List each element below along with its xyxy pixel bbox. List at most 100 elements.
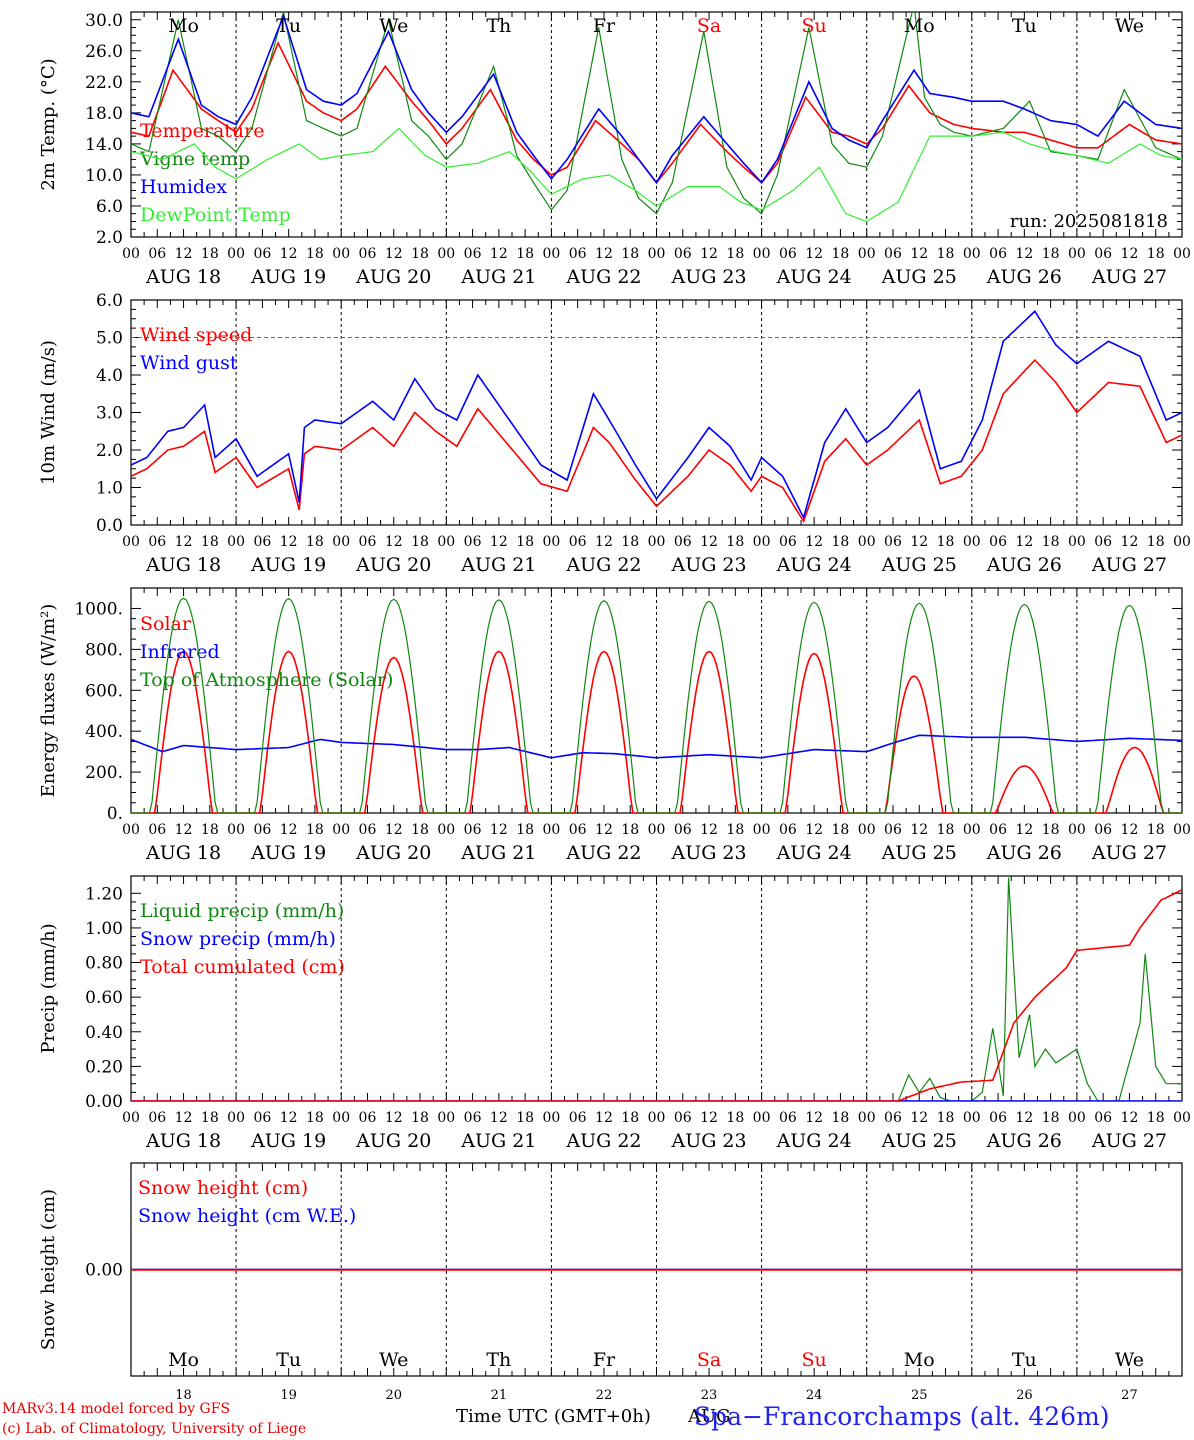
hour-label: 00 [542,1110,560,1126]
legend-entry: Solar [140,613,192,635]
hour-label: 12 [385,246,403,262]
hour-label: 18 [1042,822,1060,838]
y-tick-label: 200. [85,763,123,783]
y-axis-title: Energy fluxes (W/m²) [38,604,59,798]
y-tick-label: 0.0 [96,516,123,536]
hour-label: 00 [648,534,666,550]
panel-0: 2.0 6.0 10.0 14.0 18.0 22.0 26.0 30.0 2m Temp. (… [38,11,1191,288]
hour-label: 00 [753,246,771,262]
date-label: AUG 18 [145,266,221,288]
hour-label: 06 [779,534,797,550]
hour-label: 12 [595,246,613,262]
hour-label: 12 [175,1110,193,1126]
series-line [131,734,1182,759]
hour-label: 12 [490,822,508,838]
hour-label: 12 [805,1110,823,1126]
date-label: AUG 22 [565,554,641,576]
hour-label: 00 [1173,534,1191,550]
hour-label: 18 [516,246,534,262]
hour-label: 12 [280,246,298,262]
plot-frame [130,299,1183,526]
model-credit: MARv3.14 model forced by GFS [2,1401,231,1417]
hour-label: 18 [621,246,639,262]
y-tick-label: 6.0 [96,291,123,311]
date-label: AUG 21 [460,1130,536,1152]
date-label: AUG 23 [670,842,746,864]
hour-label: 00 [122,1110,140,1126]
date-label: AUG 26 [986,1130,1062,1152]
hour-label: 06 [1094,534,1112,550]
hour-label: 06 [1094,246,1112,262]
hour-label: 06 [884,1110,902,1126]
day-number: 21 [491,1388,508,1403]
y-tick-label: 800. [85,640,123,660]
hour-label: 00 [1173,246,1191,262]
y-tick-label: 4.0 [96,366,123,386]
hour-label: 18 [201,1110,219,1126]
y-tick-label: 400. [85,722,123,742]
weekday-label: We [379,15,408,37]
date-label: AUG 22 [565,266,641,288]
series-line [131,127,1182,223]
hour-label: 06 [359,822,377,838]
hour-label: 18 [726,822,744,838]
legend-entry: DewPoint Temp [140,204,291,226]
weekday-label-bottom: Sa [697,1349,721,1371]
hour-label: 00 [1173,822,1191,838]
weekday-label-bottom: We [1115,1349,1144,1371]
hour-label: 00 [963,1110,981,1126]
hour-label: 18 [306,246,324,262]
hour-label: 18 [306,1110,324,1126]
day-number: 27 [1121,1388,1138,1403]
hour-label: 06 [674,246,692,262]
hour-label: 18 [306,822,324,838]
series-line [131,41,1182,184]
weekday-label: Tu [276,15,301,37]
hour-label: 18 [1042,246,1060,262]
hour-label: 18 [832,534,850,550]
hour-label: 00 [648,1110,666,1126]
hour-label: 00 [437,822,455,838]
hour-label: 00 [227,822,245,838]
hour-label: 12 [700,822,718,838]
hour-label: 12 [385,534,403,550]
hour-label: 06 [884,534,902,550]
y-tick-label: 14.0 [85,135,123,155]
x-axis-title: Time UTC (GMT+0h) [456,1406,651,1427]
hour-label: 12 [700,246,718,262]
hour-label: 18 [411,246,429,262]
date-label: AUG 18 [145,1130,221,1152]
hour-label: 00 [332,246,350,262]
panel-3: 0.00 0.20 0.40 0.60 0.80 1.00 1.20 Precip (mm/h… [38,875,1191,1152]
hour-label: 06 [359,1110,377,1126]
y-tick-label: 2.0 [96,441,123,461]
hour-label: 12 [490,534,508,550]
hour-label: 06 [359,534,377,550]
date-label: AUG 24 [776,1130,852,1152]
hour-label: 00 [1068,1110,1086,1126]
y-tick-label: 0.80 [85,954,123,974]
date-label: AUG 26 [986,842,1062,864]
y-tick-label: 1.0 [96,479,123,499]
hour-label: 18 [726,534,744,550]
date-label: AUG 25 [881,266,957,288]
weekday-label-bottom: We [379,1349,408,1371]
hour-label: 00 [648,246,666,262]
legend-entry: Top of Atmosphere (Solar) [140,669,393,691]
date-label: AUG 20 [355,554,431,576]
date-label: AUG 20 [355,266,431,288]
hour-label: 06 [253,1110,271,1126]
hour-label: 12 [1015,534,1033,550]
hour-label: 00 [122,822,140,838]
hour-label: 12 [595,1110,613,1126]
series-line [131,358,1182,524]
series-line [131,310,1182,520]
hour-label: 18 [411,822,429,838]
legend-entry: Infrared [140,641,220,663]
hour-label: 18 [1042,534,1060,550]
hour-label: 12 [280,822,298,838]
y-tick-label: 6.0 [96,197,123,217]
y-tick-label: 0. [107,804,123,824]
date-label: AUG 18 [145,842,221,864]
x-axis-title-month: AUG [688,1406,731,1427]
